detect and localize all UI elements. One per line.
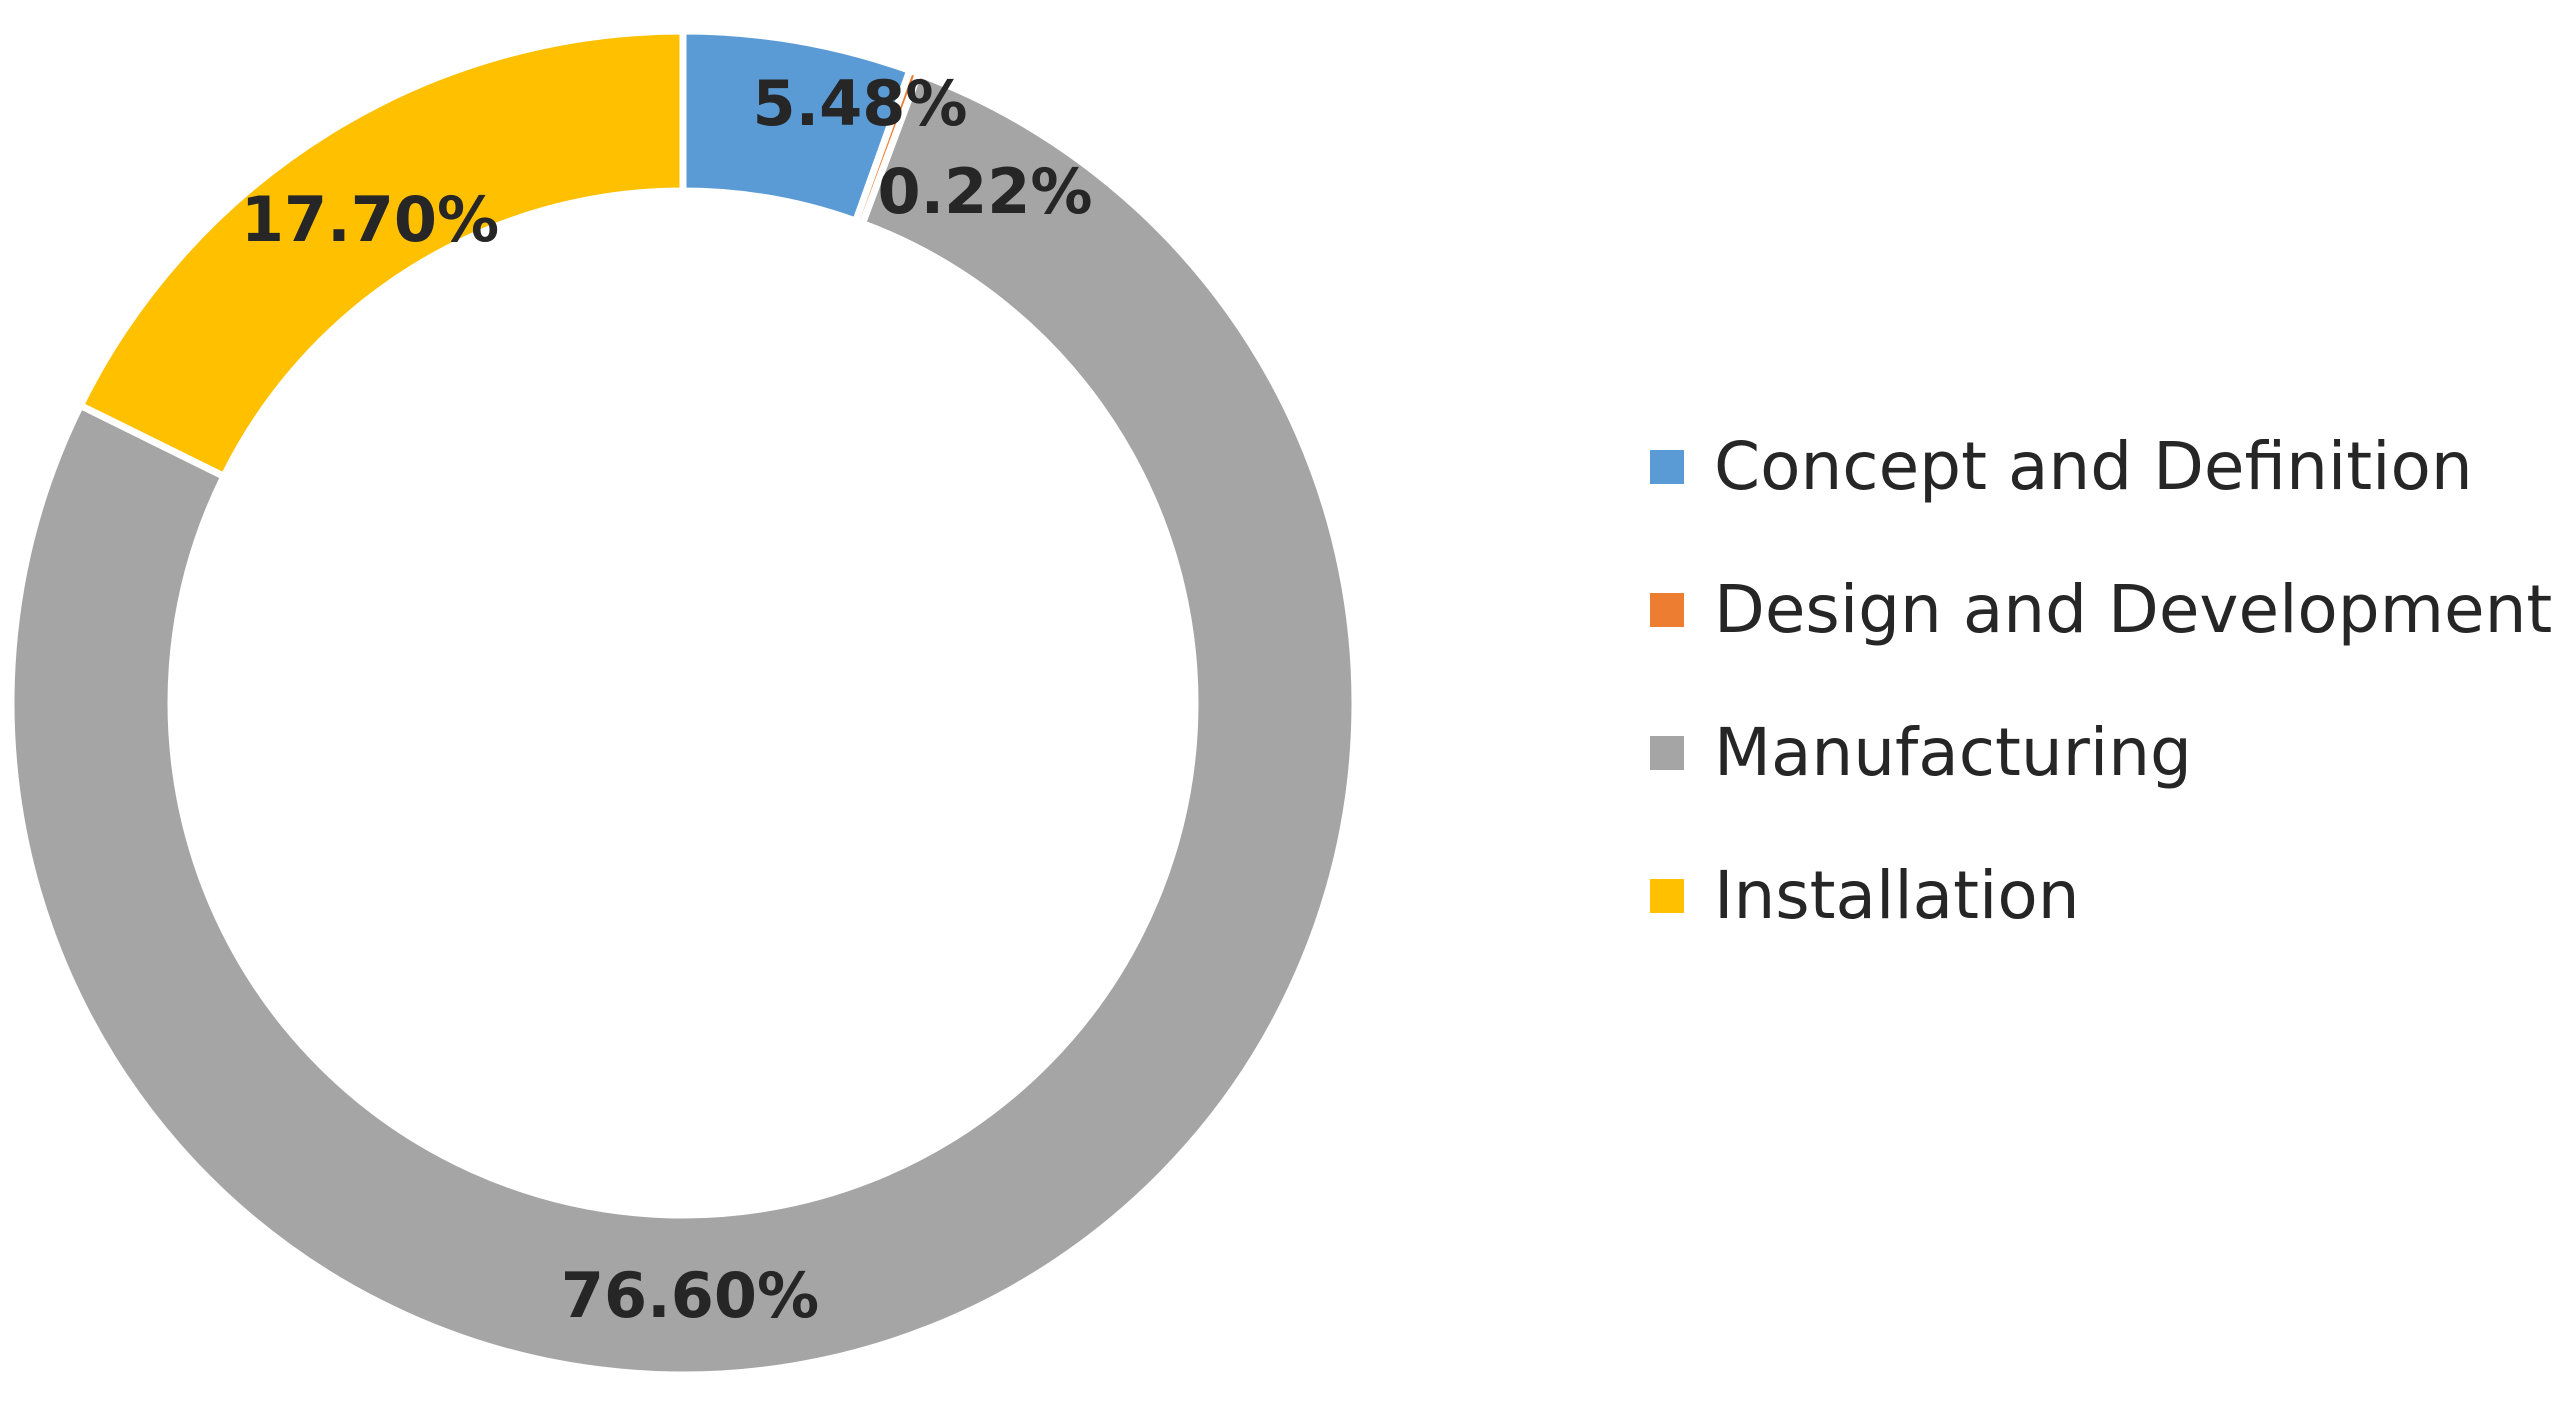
legend-label: Design and Development <box>1714 571 2553 648</box>
legend-label: Manufacturing <box>1714 714 2192 791</box>
legend-item-installation: Installation <box>1650 824 2550 967</box>
data-label-concept-and-definition: 5.48% <box>752 67 967 140</box>
legend-label: Concept and Definition <box>1714 428 2473 505</box>
legend-item-concept-and-definition: Concept and Definition <box>1650 395 2550 538</box>
doughnut-slices <box>7 27 1359 1379</box>
legend-swatch <box>1650 878 1684 913</box>
slice-manufacturing <box>7 69 1359 1379</box>
legend-item-design-and-development: Design and Development <box>1650 538 2553 681</box>
data-label-installation: 17.70% <box>241 183 499 256</box>
legend-label: Installation <box>1714 857 2080 934</box>
data-label-manufacturing: 76.60% <box>561 1259 819 1332</box>
legend-item-manufacturing: Manufacturing <box>1650 681 2550 824</box>
data-label-design-and-development: 0.22% <box>877 155 1092 228</box>
legend-swatch <box>1650 735 1684 770</box>
chart-legend: Concept and Definition Design and Develo… <box>1650 395 2553 967</box>
slice-installation <box>75 27 687 481</box>
legend-swatch <box>1650 592 1684 627</box>
doughnut-data-labels: 5.48% 0.22% 76.60% 17.70% <box>241 67 1093 1332</box>
legend-swatch <box>1650 449 1684 484</box>
